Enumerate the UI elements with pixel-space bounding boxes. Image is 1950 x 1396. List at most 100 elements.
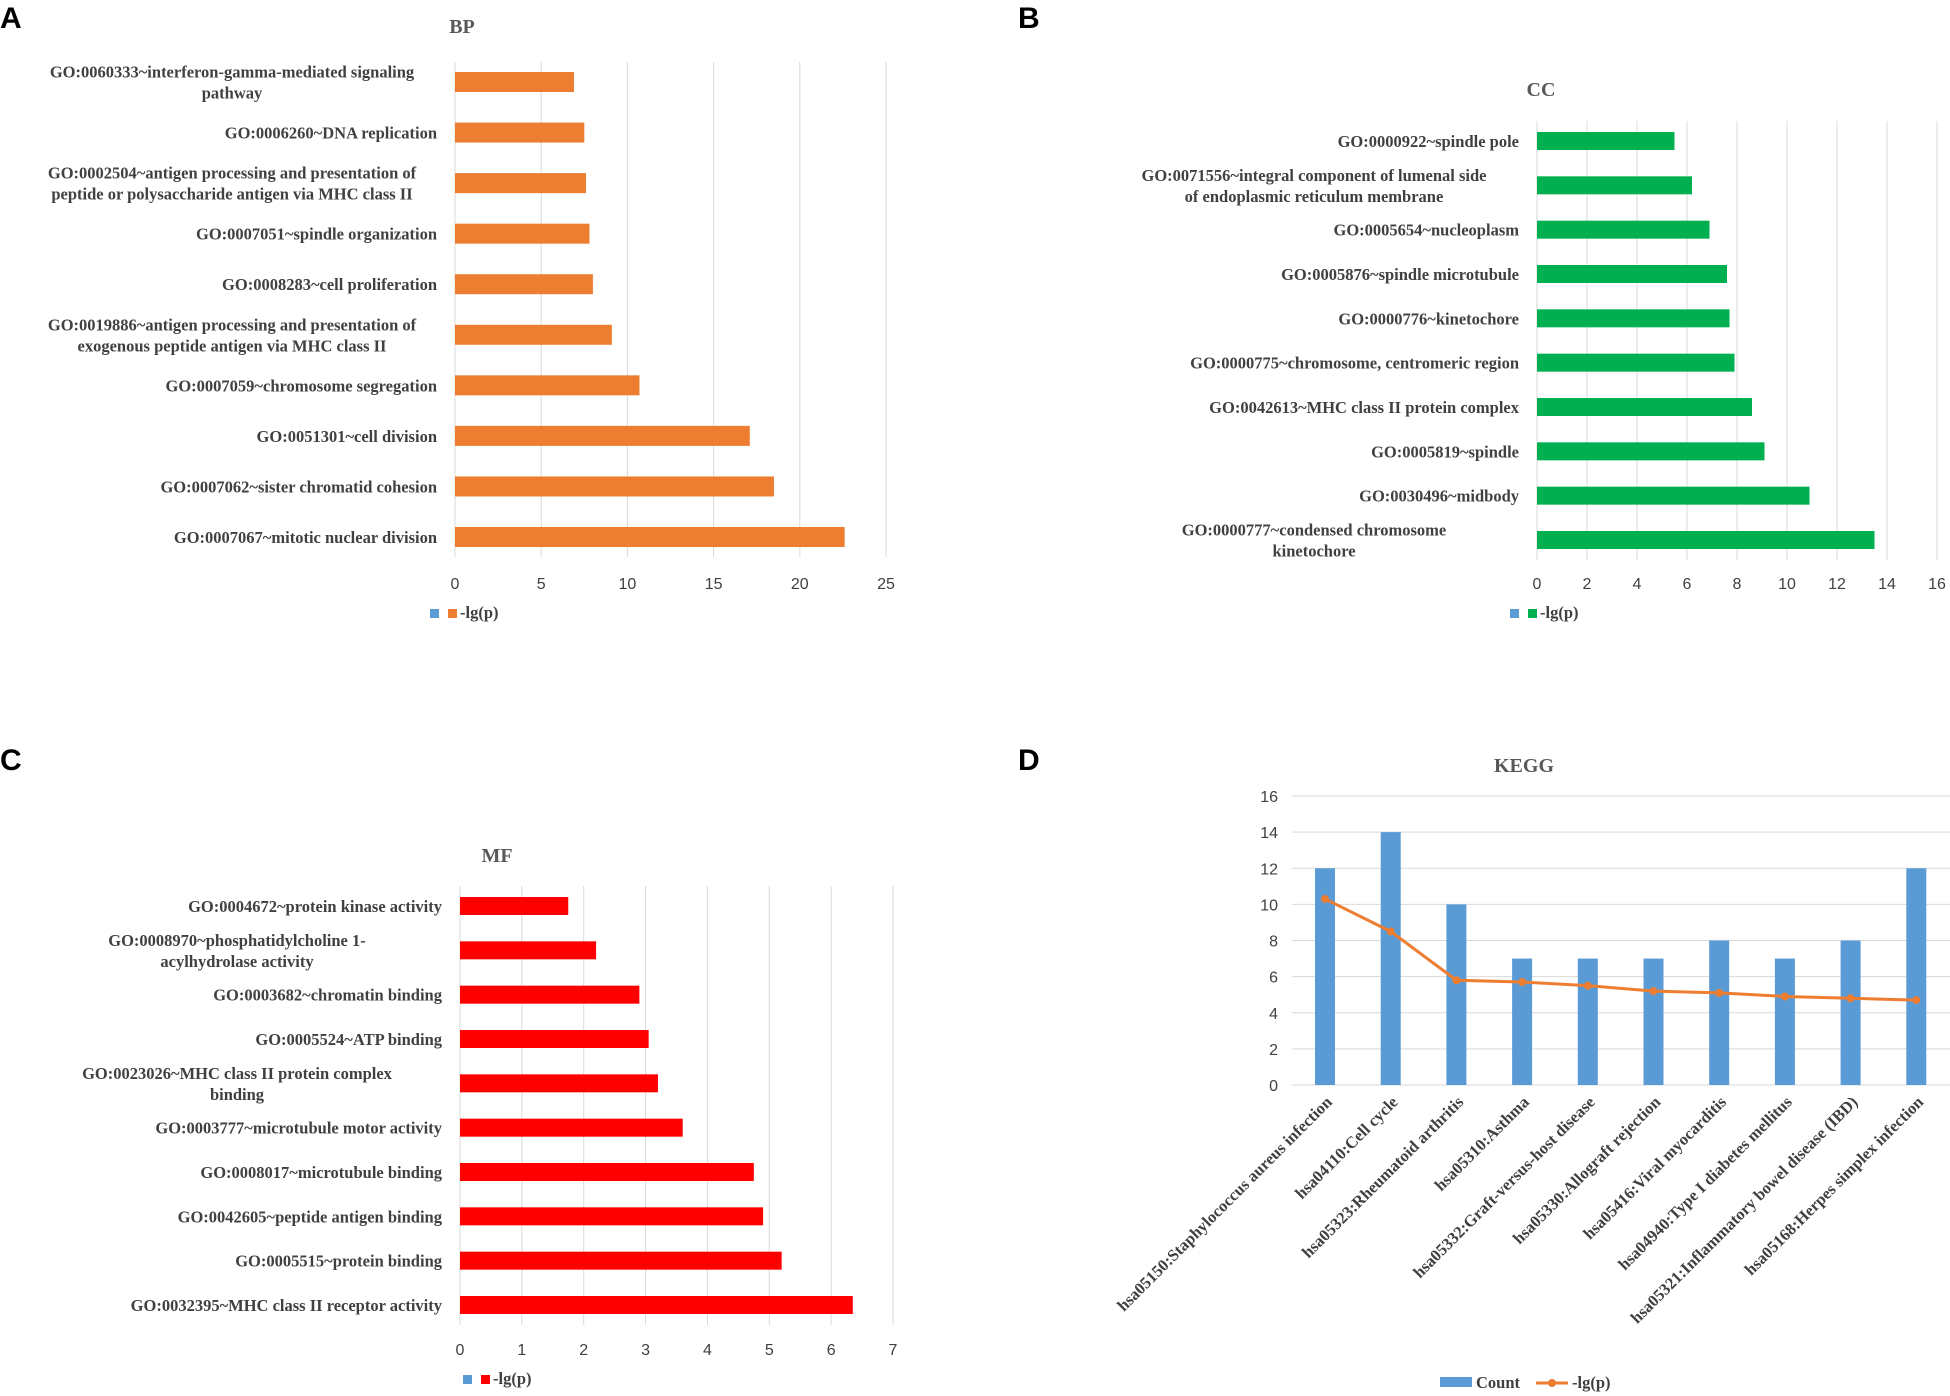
category-label-line: GO:0042605~peptide antigen binding [178,1207,443,1226]
x-tick-label: 7 [889,1342,898,1359]
bar [460,1251,782,1270]
bar [1709,940,1730,1085]
category-label: GO:0003682~chromatin binding [213,986,443,1005]
bar [1537,398,1752,416]
legend-label: -lg(p) [460,603,499,622]
bar [460,1030,649,1048]
bar [1840,940,1861,1085]
category-label: GO:0007051~spindle organization [196,225,437,244]
category-label-line: GO:0000922~spindle pole [1338,132,1519,151]
x-tick-label: 25 [877,576,895,593]
bar [460,941,597,960]
category-label: GO:0000922~spindle pole [1338,132,1519,151]
x-tick-label: 1 [517,1342,526,1359]
bar [1537,220,1710,239]
x-tick-label: 0 [1533,576,1542,593]
category-label: GO:0008970~phosphatidylcholine 1- acylhyd… [108,931,366,971]
x-tick-label: 5 [537,576,546,593]
x-tick-label: 5 [765,1342,774,1359]
category-label-line: binding [210,1085,265,1104]
category-label-line: GO:0071556~integral component of lumenal… [1142,166,1487,185]
line-point [1846,994,1855,1003]
category-label-line: GO:0019886~antigen processing and presen… [48,315,417,334]
bar [1577,958,1598,1085]
bar [1380,832,1401,1085]
bar [460,1207,764,1226]
category-label: GO:0005819~spindle [1371,442,1519,461]
category-label: GO:0007067~mitotic nuclear division [174,528,437,547]
y-tick-label: 8 [1269,934,1278,951]
category-label: GO:0051301~cell division [257,427,437,446]
x-tick-label: 2 [579,1342,588,1359]
bar [1537,176,1692,195]
panel-letter: B [1018,2,1040,35]
category-label: GO:0008283~cell proliferation [222,275,437,294]
panel-a: A BP 0 5 10 15 20 25 GO:0060333~interferon-gamma… [0,2,895,622]
category-label: GO:0008017~microtubule binding [200,1163,442,1182]
category-label: GO:0002504~antigen processing and presen… [48,164,417,204]
category-label-line: GO:0000777~condensed chromosome [1182,521,1446,540]
legend-marker [1528,609,1537,618]
legend-marker [448,609,457,618]
bar [1446,904,1467,1085]
bar [1537,353,1735,372]
category-label-line: GO:0003682~chromatin binding [213,986,443,1005]
bar [455,375,640,396]
x-tick-label: 0 [451,576,460,593]
category-label-line: GO:0008017~microtubule binding [200,1163,442,1182]
panel-d: D KEGG 0 2 4 6 8 10 12 14 16 hsa05150:Staphylococcu… [1018,744,1950,1392]
x-tick-label: 6 [1683,576,1692,593]
legend-marker-empty [430,609,439,618]
x-tick-label: 12 [1828,576,1846,593]
series-line [1324,897,1917,1002]
category-label-line: acylhydrolase activity [160,952,314,971]
category-label-line: GO:0006260~DNA replication [225,124,437,143]
category-label-line: kinetochore [1272,542,1355,561]
panel-b: B CC 0 2 4 6 8 10 12 14 16 GO:0000922~spindle pole G… [1018,2,1946,622]
line-point [1715,988,1724,997]
x-tick-label: 10 [619,576,637,593]
bar [455,72,574,92]
panel-c: C MF 0 1 2 3 4 5 6 7 GO:0004672~protein kinase act… [0,744,898,1388]
bar [455,476,774,497]
category-label-line: GO:0060333~interferon-gamma-mediated sig… [50,63,415,82]
y-tick-label: 10 [1260,897,1278,914]
y-tick-label: 6 [1269,970,1278,987]
legend-marker-empty [463,1375,472,1384]
category-label-line: GO:0005654~nucleoplasm [1333,221,1519,240]
bar [1774,958,1795,1085]
category-label: GO:0042613~MHC class II protein complex [1209,398,1520,417]
panel-letter: D [1018,744,1040,777]
line-point [1452,976,1461,985]
category-label-line: GO:0023026~MHC class II protein complex [82,1064,393,1083]
category-label-line: GO:0005876~spindle microtubule [1281,265,1519,284]
category-label: GO:0005524~ATP binding [255,1030,442,1049]
category-label-line: of endoplasmic reticulum membrane [1185,187,1444,206]
bar [1315,868,1335,1085]
bar [460,1163,754,1181]
line-point [1321,894,1329,903]
category-label-line: GO:0000776~kinetochore [1338,309,1519,328]
x-tick-label: 4 [1633,576,1642,593]
panel-letter: C [0,744,22,777]
category-label: GO:0006260~DNA replication [225,124,437,143]
category-label: GO:0005515~protein binding [235,1252,443,1271]
category-label-line: GO:0000775~chromosome, centromeric regio… [1190,354,1519,373]
category-label: GO:0000776~kinetochore [1338,309,1519,328]
category-label-line: GO:0005524~ATP binding [255,1030,442,1049]
x-tick-label: 6 [827,1342,836,1359]
bar [455,223,590,244]
bar [1537,309,1730,328]
bar [460,1074,658,1093]
category-label-line: GO:0032395~MHC class II receptor activit… [131,1296,443,1315]
category-label: GO:0000777~condensed chromosome kinetocho… [1182,521,1446,561]
category-label-line: GO:0008283~cell proliferation [222,275,437,294]
bar [1906,868,1927,1085]
category-label-line: GO:0002504~antigen processing and presen… [48,164,417,183]
category-label: GO:0005654~nucleoplasm [1333,221,1519,240]
category-label-line: GO:0030496~midbody [1359,487,1520,506]
category-label: GO:0019886~antigen processing and presen… [48,315,417,355]
category-label-line: GO:0007067~mitotic nuclear division [174,528,437,547]
x-tick-label: 16 [1928,576,1946,593]
x-tick-label: 14 [1878,576,1896,593]
